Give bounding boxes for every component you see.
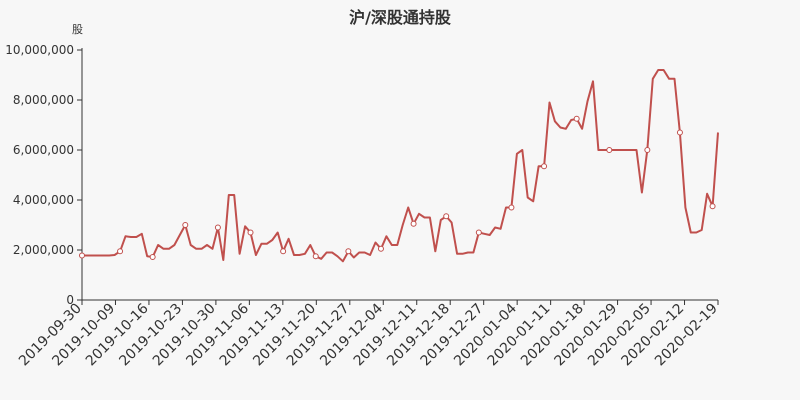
y-axis-unit-label: 股 xyxy=(72,23,83,36)
data-point-marker xyxy=(377,245,384,252)
data-point-marker xyxy=(345,248,352,255)
data-point-marker xyxy=(214,224,221,231)
data-point-marker xyxy=(280,248,287,255)
data-point-marker xyxy=(606,147,613,153)
data-point-marker xyxy=(676,129,683,136)
data-point-marker xyxy=(79,252,85,259)
data-point-marker xyxy=(410,220,417,227)
data-point-marker xyxy=(149,254,156,260)
y-tick-label: 8,000,000 xyxy=(13,93,74,107)
chart-title: 沪/深股通持股 xyxy=(349,8,451,27)
y-tick-label: 2,000,000 xyxy=(13,243,74,257)
y-tick-label: 6,000,000 xyxy=(13,143,74,157)
y-tick-label: 10,000,000 xyxy=(5,43,74,57)
data-point-marker xyxy=(475,229,482,236)
y-tick-label: 4,000,000 xyxy=(13,193,74,207)
data-point-marker xyxy=(573,115,580,122)
series-line xyxy=(82,69,719,263)
data-point-marker xyxy=(541,163,548,170)
data-point-marker xyxy=(247,229,254,236)
data-point-marker xyxy=(709,203,716,210)
data-point-marker xyxy=(644,147,651,153)
data-point-marker xyxy=(182,222,189,228)
data-point-marker xyxy=(117,248,124,255)
data-point-marker xyxy=(443,213,450,220)
data-point-marker xyxy=(312,253,319,260)
data-point-marker xyxy=(508,204,515,211)
y-tick-label: 0 xyxy=(66,293,74,307)
